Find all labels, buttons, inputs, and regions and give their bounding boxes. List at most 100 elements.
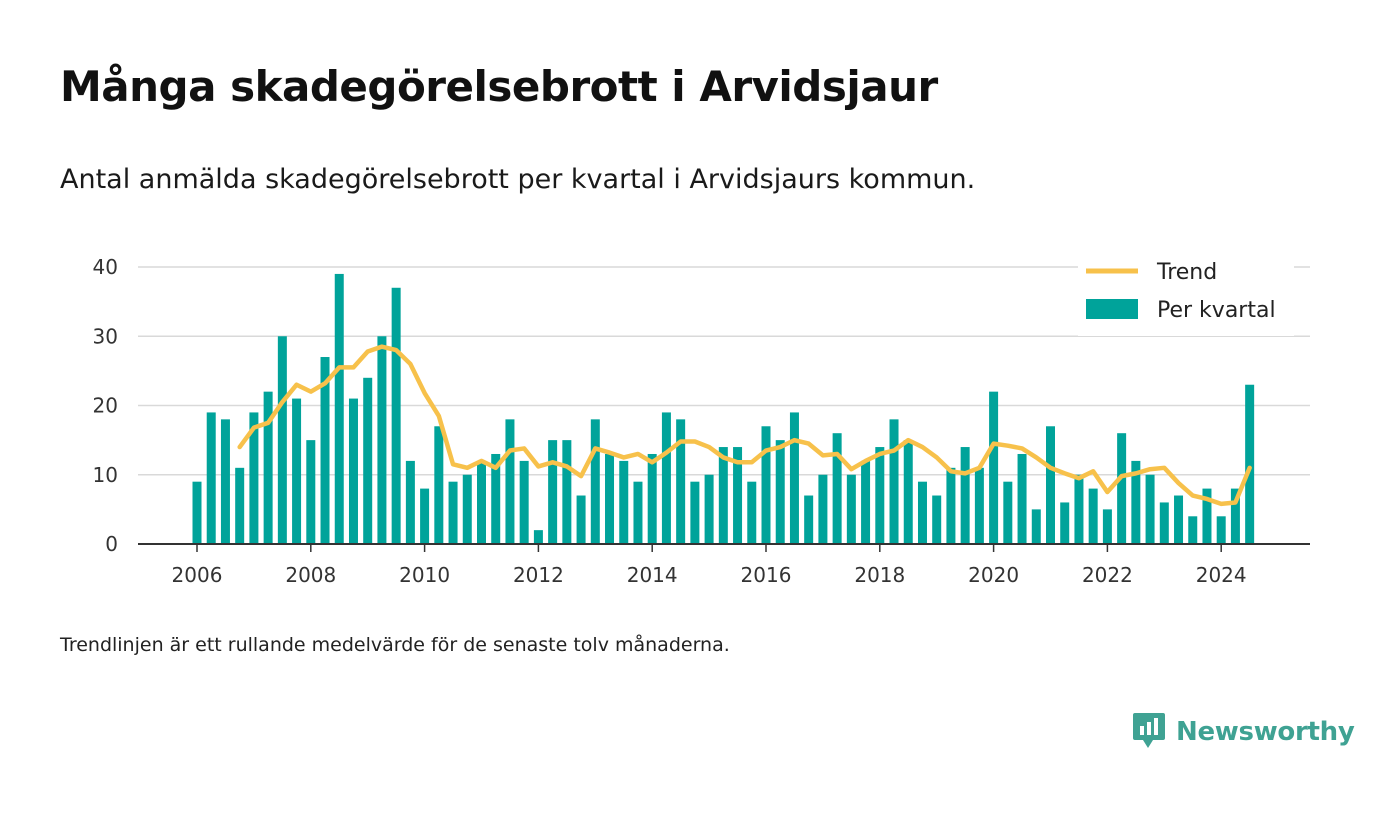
bar (1060, 502, 1070, 544)
bar (690, 481, 700, 544)
bar (405, 460, 415, 544)
bar (747, 481, 757, 544)
trend-line (237, 344, 1252, 507)
bar (960, 447, 970, 544)
legend-bar-label: Per kvartal (1157, 298, 1276, 323)
x-tick-label: 2018 (854, 563, 905, 587)
bar (861, 460, 871, 544)
bar (292, 398, 302, 544)
bar (1131, 460, 1141, 544)
bar (889, 419, 899, 544)
legend: Trend Per kvartal (1078, 256, 1294, 336)
bar (633, 481, 643, 544)
bar (277, 336, 287, 544)
bar (1046, 426, 1055, 544)
bar (1003, 481, 1013, 544)
y-tick-label: 40 (93, 255, 118, 279)
bar (206, 412, 216, 544)
bar (832, 433, 842, 544)
x-tick-label: 2012 (513, 563, 564, 587)
y-tick-label: 20 (93, 394, 118, 418)
bar (846, 474, 856, 544)
y-tick-label: 10 (93, 463, 118, 487)
bar (605, 453, 615, 544)
bar (903, 440, 913, 545)
bar (974, 467, 984, 544)
bar (917, 481, 927, 544)
bar (1031, 509, 1041, 545)
x-tick-label: 2010 (399, 563, 450, 587)
bar (676, 419, 686, 544)
bar (548, 440, 558, 545)
bar (434, 426, 444, 544)
x-tick-label: 2024 (1196, 563, 1247, 587)
bar (306, 440, 316, 545)
bar (1245, 384, 1255, 544)
bar (932, 495, 942, 544)
bar (1088, 488, 1098, 544)
bar (1102, 509, 1112, 545)
bar (491, 453, 501, 544)
x-tick-label: 2008 (285, 563, 336, 587)
bar (1145, 474, 1155, 544)
bar (989, 391, 999, 544)
chart-title: Många skadegörelsebrott i Arvidsjaur (60, 62, 938, 111)
bar (946, 467, 956, 544)
bar (1159, 502, 1169, 544)
bar (420, 488, 430, 544)
bar (562, 440, 572, 545)
x-tick-label: 2016 (741, 563, 792, 587)
bar (576, 495, 586, 544)
bar (462, 474, 472, 544)
bar (647, 453, 657, 544)
bar (192, 481, 202, 544)
bar (1230, 488, 1240, 544)
bar (718, 447, 728, 544)
bar (661, 412, 671, 544)
bar (1216, 516, 1226, 544)
bar (363, 377, 373, 544)
bar (235, 467, 245, 544)
x-tick-label: 2022 (1082, 563, 1133, 587)
x-tick-label: 2020 (968, 563, 1019, 587)
bar (1117, 433, 1127, 544)
bar (334, 273, 344, 544)
legend-trend-label: Trend (1156, 260, 1217, 285)
bar (590, 419, 600, 544)
bar (263, 391, 273, 544)
bar (1202, 488, 1212, 544)
y-tick-label: 0 (105, 532, 118, 556)
bar (761, 426, 771, 544)
trend-series (237, 344, 1252, 507)
bar (1017, 453, 1027, 544)
y-axis: 0 10 20 30 40 (93, 255, 118, 556)
bar (818, 474, 828, 544)
bar (477, 460, 486, 544)
bar (533, 530, 543, 544)
bar (220, 419, 230, 544)
brand-logo[interactable]: Newsworthy (1132, 712, 1355, 752)
bar (505, 419, 515, 544)
bar (804, 495, 814, 544)
x-axis: 2006 2008 2010 2012 2014 2016 2018 2020 2022 2024 (138, 543, 1310, 587)
bar (519, 460, 529, 544)
bar (704, 474, 714, 544)
bar (391, 287, 401, 544)
bar (320, 357, 330, 544)
bar (1188, 516, 1198, 544)
bar-series (192, 273, 1255, 545)
x-tick-label: 2014 (627, 563, 678, 587)
bar (1074, 474, 1084, 544)
bar (377, 336, 387, 544)
footnote: Trendlinjen är ett rullande medelvärde f… (60, 634, 730, 656)
bar (875, 447, 885, 544)
x-tick-label: 2006 (172, 563, 223, 587)
chart-subtitle: Antal anmälda skadegörelsebrott per kvar… (60, 164, 976, 195)
bar (733, 447, 743, 544)
bar (619, 460, 629, 544)
bar (348, 398, 358, 544)
bar (448, 481, 458, 544)
y-tick-label: 30 (93, 324, 118, 348)
legend-bar-swatch (1086, 299, 1138, 319)
